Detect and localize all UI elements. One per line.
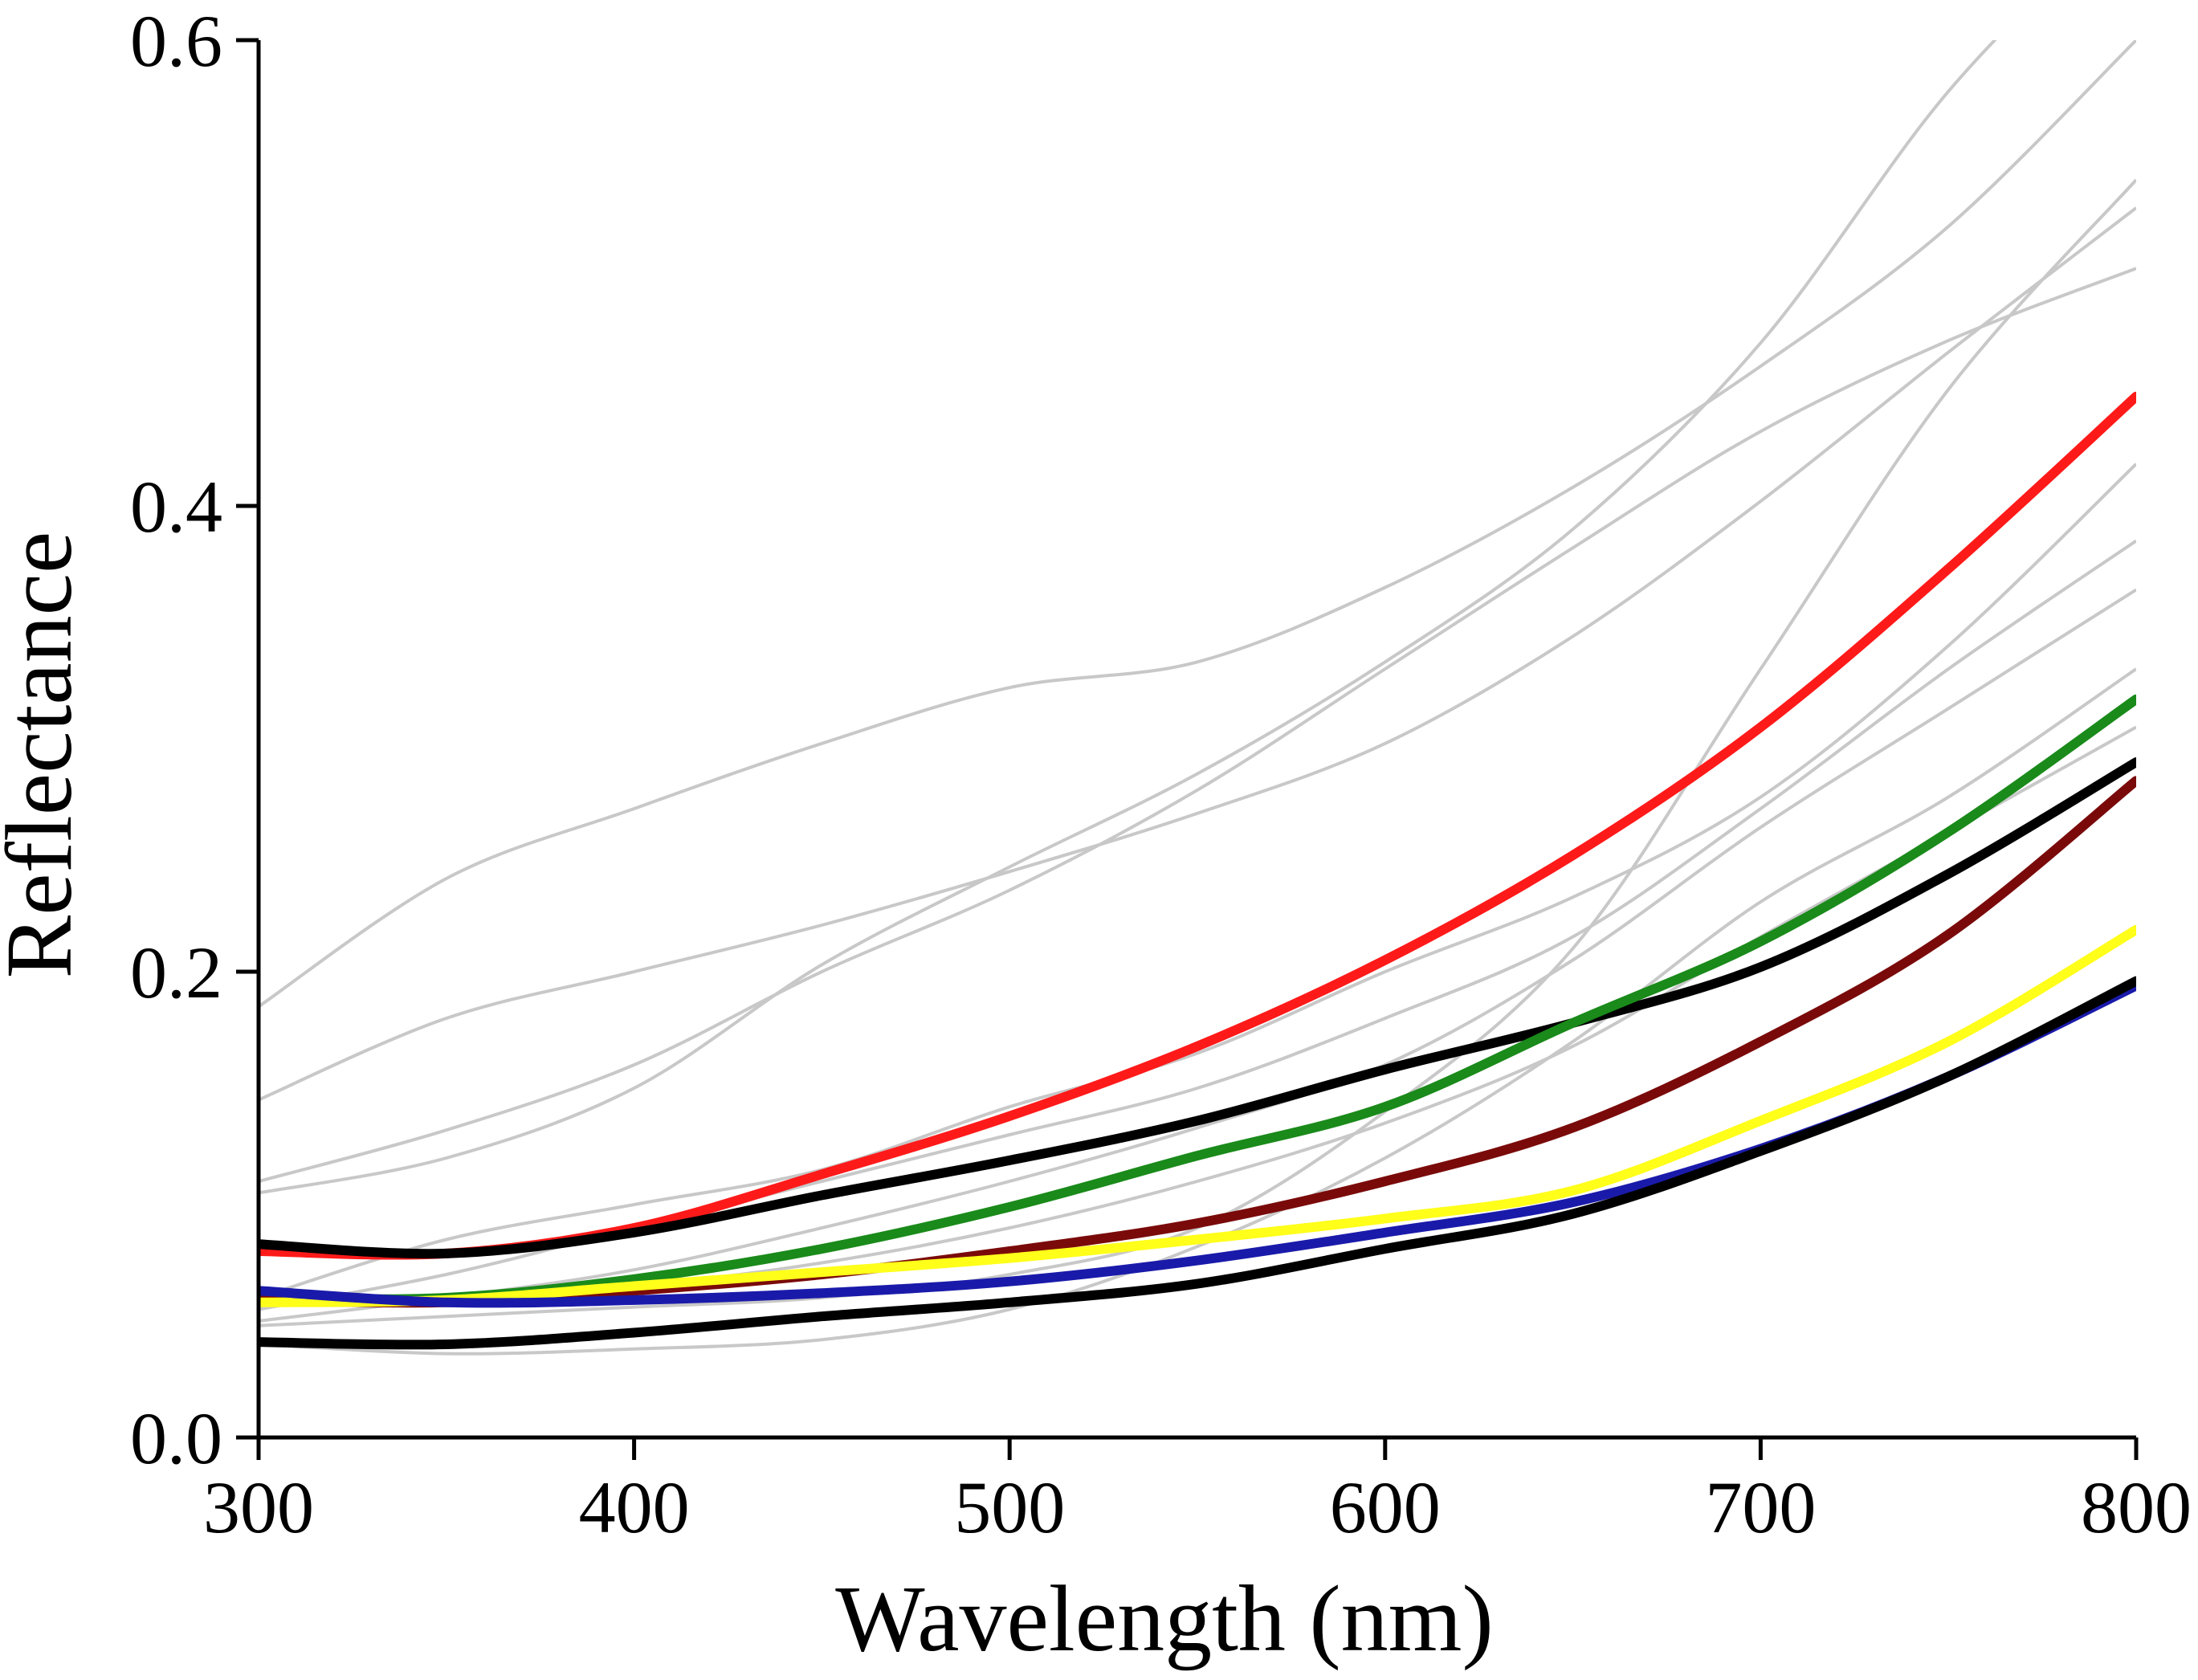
series-line-black-upper bbox=[259, 757, 2136, 1259]
background-series-line-3 bbox=[259, 267, 2136, 1183]
y-tick-label: 0.2 bbox=[130, 932, 222, 1013]
y-tick-label: 0.6 bbox=[130, 0, 222, 82]
background-series-line-2 bbox=[259, 206, 2136, 1102]
highlighted-series-group bbox=[259, 391, 2136, 1350]
x-tick-label: 400 bbox=[579, 1466, 690, 1548]
series-line-blue bbox=[259, 981, 2136, 1308]
x-axis-title: Wavelength (nm) bbox=[835, 1566, 1494, 1671]
background-series-line-5 bbox=[259, 463, 2136, 1299]
background-series-line-7 bbox=[259, 588, 2136, 1323]
y-tick-label: 0.0 bbox=[130, 1397, 222, 1479]
x-tick-label: 300 bbox=[203, 1466, 314, 1548]
x-tick-label: 500 bbox=[954, 1466, 1065, 1548]
series-line-black-lower bbox=[259, 976, 2136, 1350]
background-series-line-4 bbox=[259, 40, 1997, 1195]
background-series-line-1 bbox=[259, 40, 2136, 1009]
background-series-line-8 bbox=[259, 178, 2136, 1327]
y-axis-title: Reflectance bbox=[0, 532, 92, 979]
series-line-yellow bbox=[259, 924, 2136, 1307]
y-ticks-group: 0.0 0.2 0.4 0.6 bbox=[130, 0, 259, 1479]
x-tick-label: 800 bbox=[2081, 1466, 2192, 1548]
y-tick-label: 0.4 bbox=[130, 466, 222, 548]
x-tick-label: 700 bbox=[1705, 1466, 1816, 1548]
x-ticks-group: 300 400 500 600 700 800 bbox=[203, 1437, 2192, 1548]
x-tick-label: 600 bbox=[1330, 1466, 1441, 1548]
